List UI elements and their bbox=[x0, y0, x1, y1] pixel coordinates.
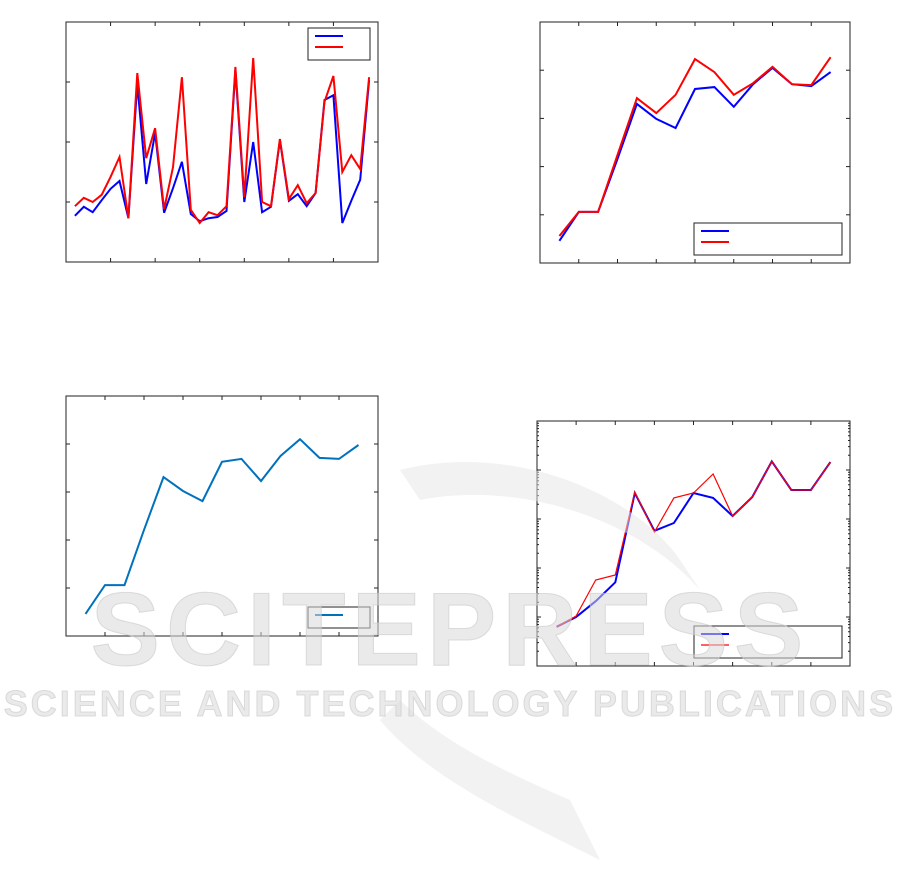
legend-box bbox=[693, 625, 843, 659]
plot-area bbox=[536, 420, 851, 667]
series-line bbox=[558, 56, 832, 237]
legend bbox=[307, 606, 371, 629]
plot-area bbox=[65, 21, 379, 263]
legend bbox=[693, 625, 843, 659]
chart bbox=[65, 395, 379, 637]
plot-area bbox=[65, 395, 379, 637]
legend-box bbox=[307, 27, 371, 61]
legend bbox=[693, 222, 843, 256]
watermark-subtitle: SCIENCE AND TECHNOLOGY PUBLICATIONS bbox=[4, 683, 896, 724]
chart bbox=[539, 21, 851, 264]
legend-box bbox=[693, 222, 843, 256]
series-line bbox=[556, 460, 831, 628]
charts bbox=[65, 21, 851, 667]
legend bbox=[307, 27, 371, 61]
watermark-swirl bbox=[380, 462, 700, 860]
legend-box bbox=[307, 606, 371, 629]
series-line bbox=[74, 57, 371, 225]
chart bbox=[65, 21, 379, 263]
series-line bbox=[84, 437, 360, 615]
chart bbox=[536, 420, 851, 667]
watermark-title: SCITEPRESS bbox=[91, 572, 810, 688]
